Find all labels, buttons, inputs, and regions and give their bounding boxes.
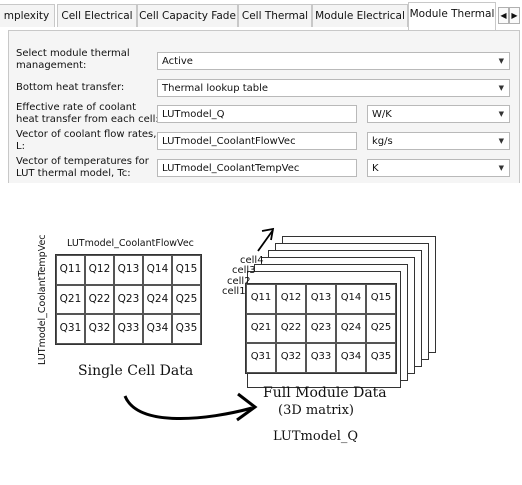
q-cell: Q24 [336, 313, 366, 344]
full-module-subcaption: (3D matrix) [278, 403, 354, 418]
q-cell: Q35 [172, 314, 201, 344]
tab-scroll-left-icon[interactable]: ◀ [498, 7, 509, 24]
q-cell: Q11 [56, 255, 85, 285]
q-cell: Q31 [246, 343, 276, 373]
chevron-down-icon: ▼ [498, 164, 504, 172]
q-cell: Q32 [276, 343, 306, 373]
single-cell-table: Q11 Q12 Q13 Q14 Q15 Q21 Q22 Q23 Q24 Q25 Q31 Q32 Q33 Q… [55, 254, 202, 345]
q-cell: Q23 [114, 284, 143, 315]
flow-rates-label: Vector of coolant flow rates, L: [16, 129, 157, 152]
q-cell: Q33 [306, 343, 336, 373]
q-cell: Q12 [276, 284, 306, 314]
q-cell: Q34 [143, 314, 172, 344]
thermal-management-dropdown[interactable]: Active ▼ [157, 52, 510, 70]
q-cell: Q35 [366, 343, 396, 373]
effective-rate-input[interactable]: LUTmodel_Q [157, 105, 357, 123]
q-cell: Q15 [366, 284, 396, 314]
stack-depth-arrow-icon [257, 227, 275, 252]
module-cell-table: Q11 Q12 Q13 Q14 Q15 Q21 Q22 Q23 Q24 Q25 Q31 Q32 Q33 Q… [245, 283, 397, 374]
curved-arrow-icon [123, 392, 258, 422]
thermal-management-value: Active [162, 56, 193, 67]
q-cell: Q25 [366, 313, 396, 344]
q-cell: Q33 [114, 314, 143, 344]
single-cell-caption: Single Cell Data [78, 363, 194, 379]
q-cell: Q34 [336, 343, 366, 373]
tab-module-thermal[interactable]: Module Thermal [408, 2, 496, 30]
q-cell: Q31 [56, 314, 85, 344]
bottom-heat-transfer-label: Bottom heat transfer: [16, 82, 125, 93]
tab-cell-capacity-fade[interactable]: Cell Capacity Fade [137, 4, 238, 27]
chevron-down-icon: ▼ [498, 110, 504, 118]
temperatures-unit: K [372, 163, 379, 174]
temperatures-unit-dropdown[interactable]: K ▼ [367, 159, 510, 177]
q-cell: Q12 [85, 255, 114, 285]
temperatures-input[interactable]: LUTmodel_CoolantTempVec [157, 159, 357, 177]
q-cell: Q15 [172, 255, 201, 285]
flow-rates-unit: kg/s [372, 136, 393, 147]
q-cell: Q23 [306, 313, 336, 344]
effective-rate-unit-dropdown[interactable]: W/K ▼ [367, 105, 510, 123]
chevron-down-icon: ▼ [498, 84, 504, 92]
layer-label-cell1: cell1 [222, 286, 246, 297]
q-cell: Q11 [246, 284, 276, 314]
q-cell: Q22 [276, 313, 306, 344]
flow-rates-unit-dropdown[interactable]: kg/s ▼ [367, 132, 510, 150]
bottom-heat-transfer-dropdown[interactable]: Thermal lookup table ▼ [157, 79, 510, 97]
settings-panel: Select module thermal management: Active… [8, 30, 520, 183]
q-cell: Q14 [143, 255, 172, 285]
q-cell: Q13 [306, 284, 336, 314]
tab-scroll-right-icon[interactable]: ▶ [509, 7, 520, 24]
tab-cell-thermal[interactable]: Cell Thermal [238, 4, 312, 27]
full-module-caption: Full Module Data [263, 385, 387, 401]
effective-rate-unit: W/K [372, 109, 392, 120]
q-cell: Q14 [336, 284, 366, 314]
flow-rates-input[interactable]: LUTmodel_CoolantFlowVec [157, 132, 357, 150]
tab-cell-electrical[interactable]: Cell Electrical [57, 4, 137, 27]
effective-rate-label: Effective rate of coolant heat transfer … [16, 102, 159, 125]
q-cell: Q13 [114, 255, 143, 285]
chevron-down-icon: ▼ [498, 57, 504, 65]
tab-complexity[interactable]: mplexity [0, 4, 55, 27]
q-cell: Q21 [56, 284, 85, 315]
thermal-management-label: Select module thermal management: [16, 48, 130, 71]
q-cell: Q32 [85, 314, 114, 344]
layer-label-cell4: cell4 [240, 255, 264, 266]
q-cell: Q25 [172, 284, 201, 315]
matrix-name: LUTmodel_Q [273, 429, 359, 444]
tab-module-electrical[interactable]: Module Electrical [312, 4, 408, 27]
col-axis-label: LUTmodel_CoolantFlowVec [67, 238, 194, 249]
layer-label-cell3: cell3 [232, 265, 256, 276]
bottom-heat-transfer-value: Thermal lookup table [162, 83, 269, 94]
temperatures-label: Vector of temperatures for LUT thermal m… [16, 156, 149, 179]
tab-strip: mplexity Cell Electrical Cell Capacity F… [0, 0, 522, 30]
q-cell: Q21 [246, 313, 276, 344]
layer-label-cell2: cell2 [227, 276, 251, 287]
q-cell: Q24 [143, 284, 172, 315]
chevron-down-icon: ▼ [498, 137, 504, 145]
q-cell: Q22 [85, 284, 114, 315]
